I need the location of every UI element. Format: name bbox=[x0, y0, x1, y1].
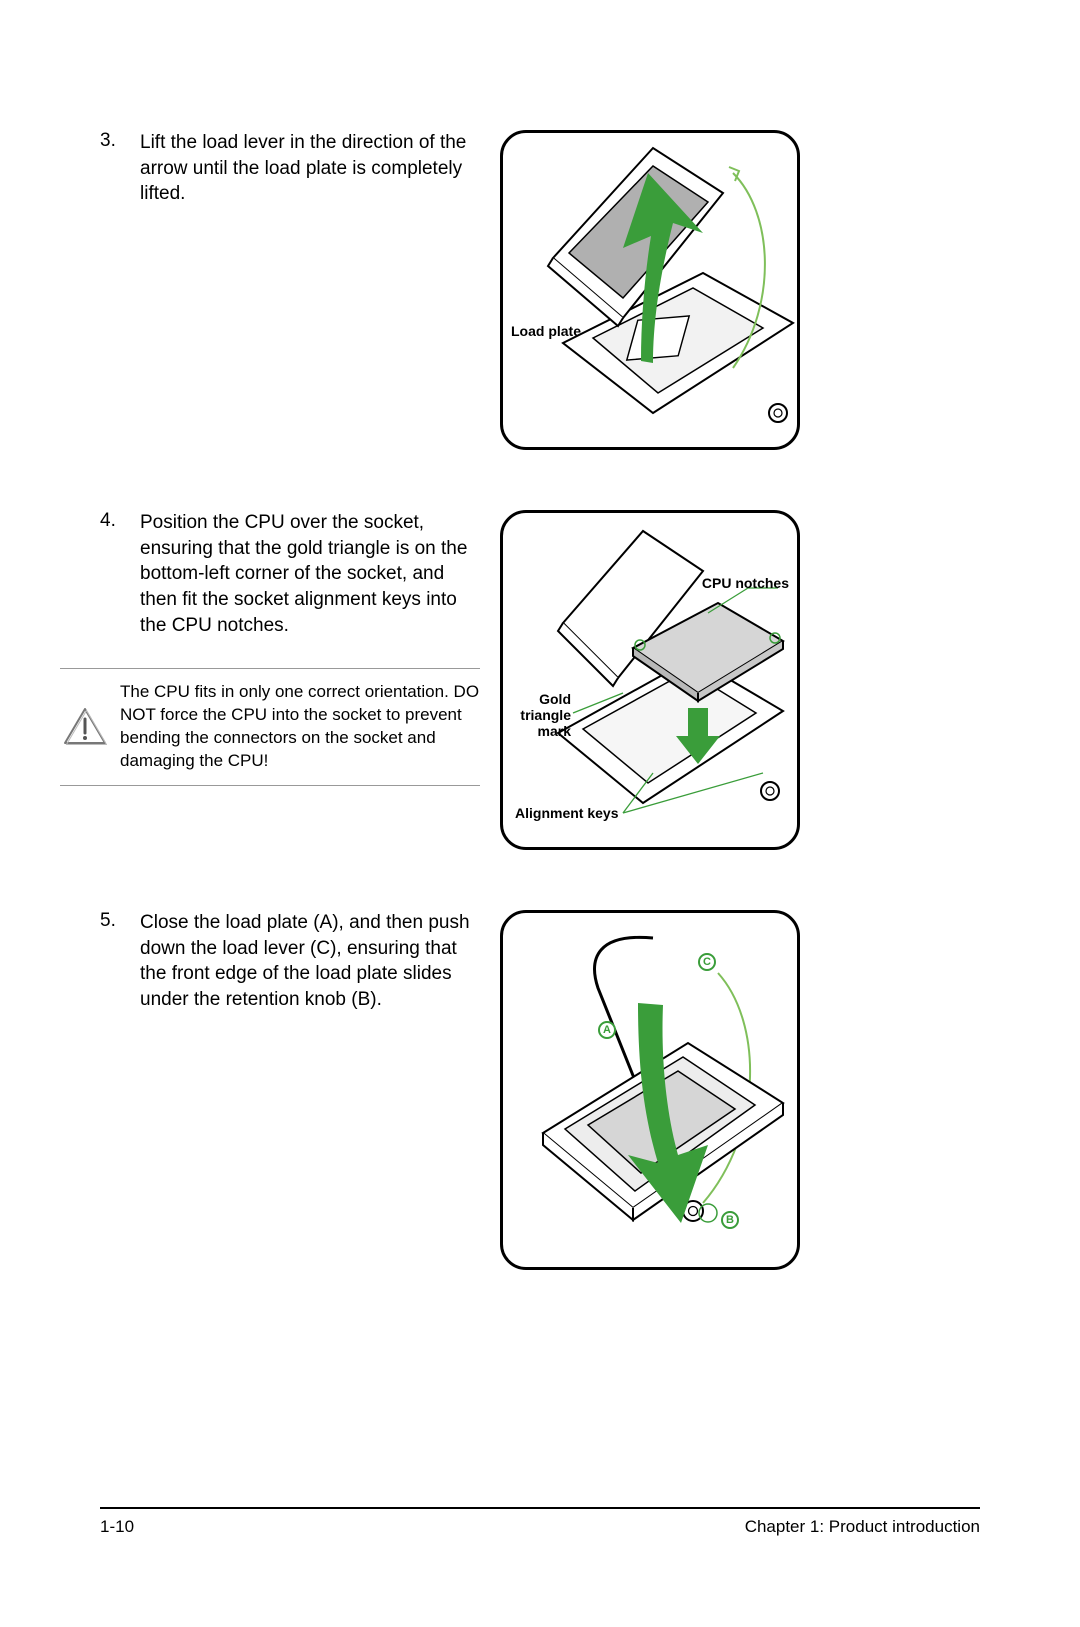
step-4-figure-wrap: CPU notches Gold triangle mark Alignment… bbox=[500, 510, 800, 850]
step-text: Position the CPU over the socket, ensuri… bbox=[140, 510, 480, 638]
page-footer: 1-10 Chapter 1: Product introduction bbox=[100, 1507, 980, 1537]
step-3-figure-wrap: Load plate bbox=[500, 130, 800, 450]
label-gold-triangle: Gold triangle mark bbox=[511, 691, 571, 739]
step-number: 4. bbox=[100, 510, 140, 638]
page: 3. Lift the load lever in the direction … bbox=[0, 0, 1080, 1627]
step-number: 5. bbox=[100, 910, 140, 1013]
label-b: B bbox=[721, 1211, 739, 1229]
step-3-text-block: 3. Lift the load lever in the direction … bbox=[100, 130, 500, 207]
step-5: 5. Close the load plate (A), and then pu… bbox=[100, 910, 980, 1270]
label-c: C bbox=[698, 953, 716, 971]
caution-icon bbox=[60, 681, 110, 773]
step-4: 4. Position the CPU over the socket, ens… bbox=[100, 510, 980, 850]
step-5-text-block: 5. Close the load plate (A), and then pu… bbox=[100, 910, 500, 1013]
step-5-figure: A B C bbox=[500, 910, 800, 1270]
content-area: 3. Lift the load lever in the direction … bbox=[100, 130, 980, 1270]
label-load-plate: Load plate bbox=[511, 323, 581, 339]
step-number: 3. bbox=[100, 130, 140, 207]
label-gold-triangle-text: Gold triangle mark bbox=[520, 691, 571, 739]
step-5-figure-wrap: A B C bbox=[500, 910, 800, 1270]
caution-callout: The CPU fits in only one correct orienta… bbox=[60, 668, 480, 786]
step-text: Lift the load lever in the direction of … bbox=[140, 130, 480, 207]
label-a: A bbox=[598, 1021, 616, 1039]
caution-text: The CPU fits in only one correct orienta… bbox=[110, 681, 480, 773]
page-number: 1-10 bbox=[100, 1517, 134, 1537]
label-alignment-keys: Alignment keys bbox=[515, 805, 618, 821]
step-3-figure: Load plate bbox=[500, 130, 800, 450]
chapter-title: Chapter 1: Product introduction bbox=[745, 1517, 980, 1537]
step-3: 3. Lift the load lever in the direction … bbox=[100, 130, 980, 450]
step-4-text-block: 4. Position the CPU over the socket, ens… bbox=[100, 510, 500, 786]
step-text: Close the load plate (A), and then push … bbox=[140, 910, 480, 1013]
step-4-figure: CPU notches Gold triangle mark Alignment… bbox=[500, 510, 800, 850]
label-cpu-notches: CPU notches bbox=[702, 575, 789, 591]
